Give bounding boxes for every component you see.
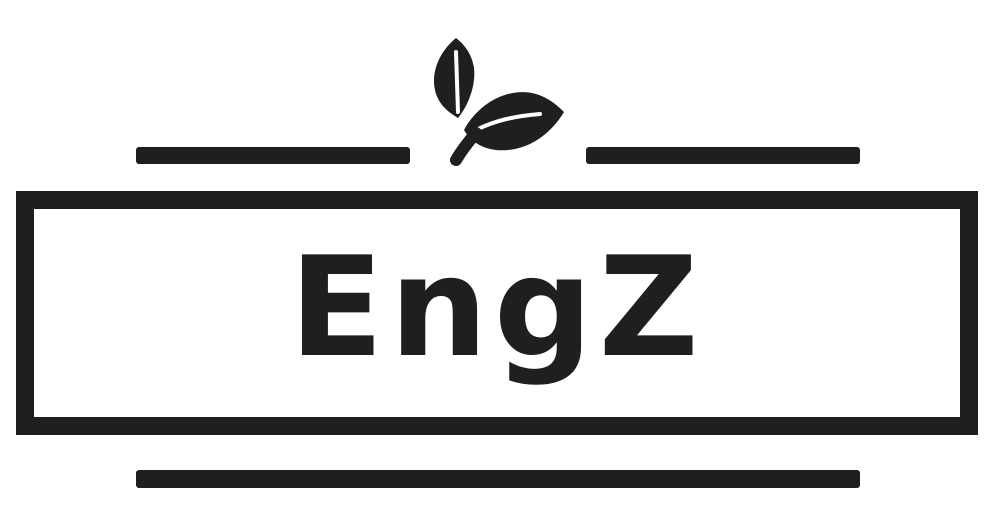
right-leaf (464, 92, 564, 151)
leaf-stem (450, 127, 482, 166)
top-right-divider (586, 147, 860, 164)
leaf-sprout-icon (433, 38, 564, 166)
bottom-divider (136, 470, 860, 488)
brand-frame (16, 191, 978, 435)
left-leaf (433, 38, 475, 118)
brand-name: EngZ (289, 227, 704, 388)
top-left-divider (136, 147, 410, 164)
